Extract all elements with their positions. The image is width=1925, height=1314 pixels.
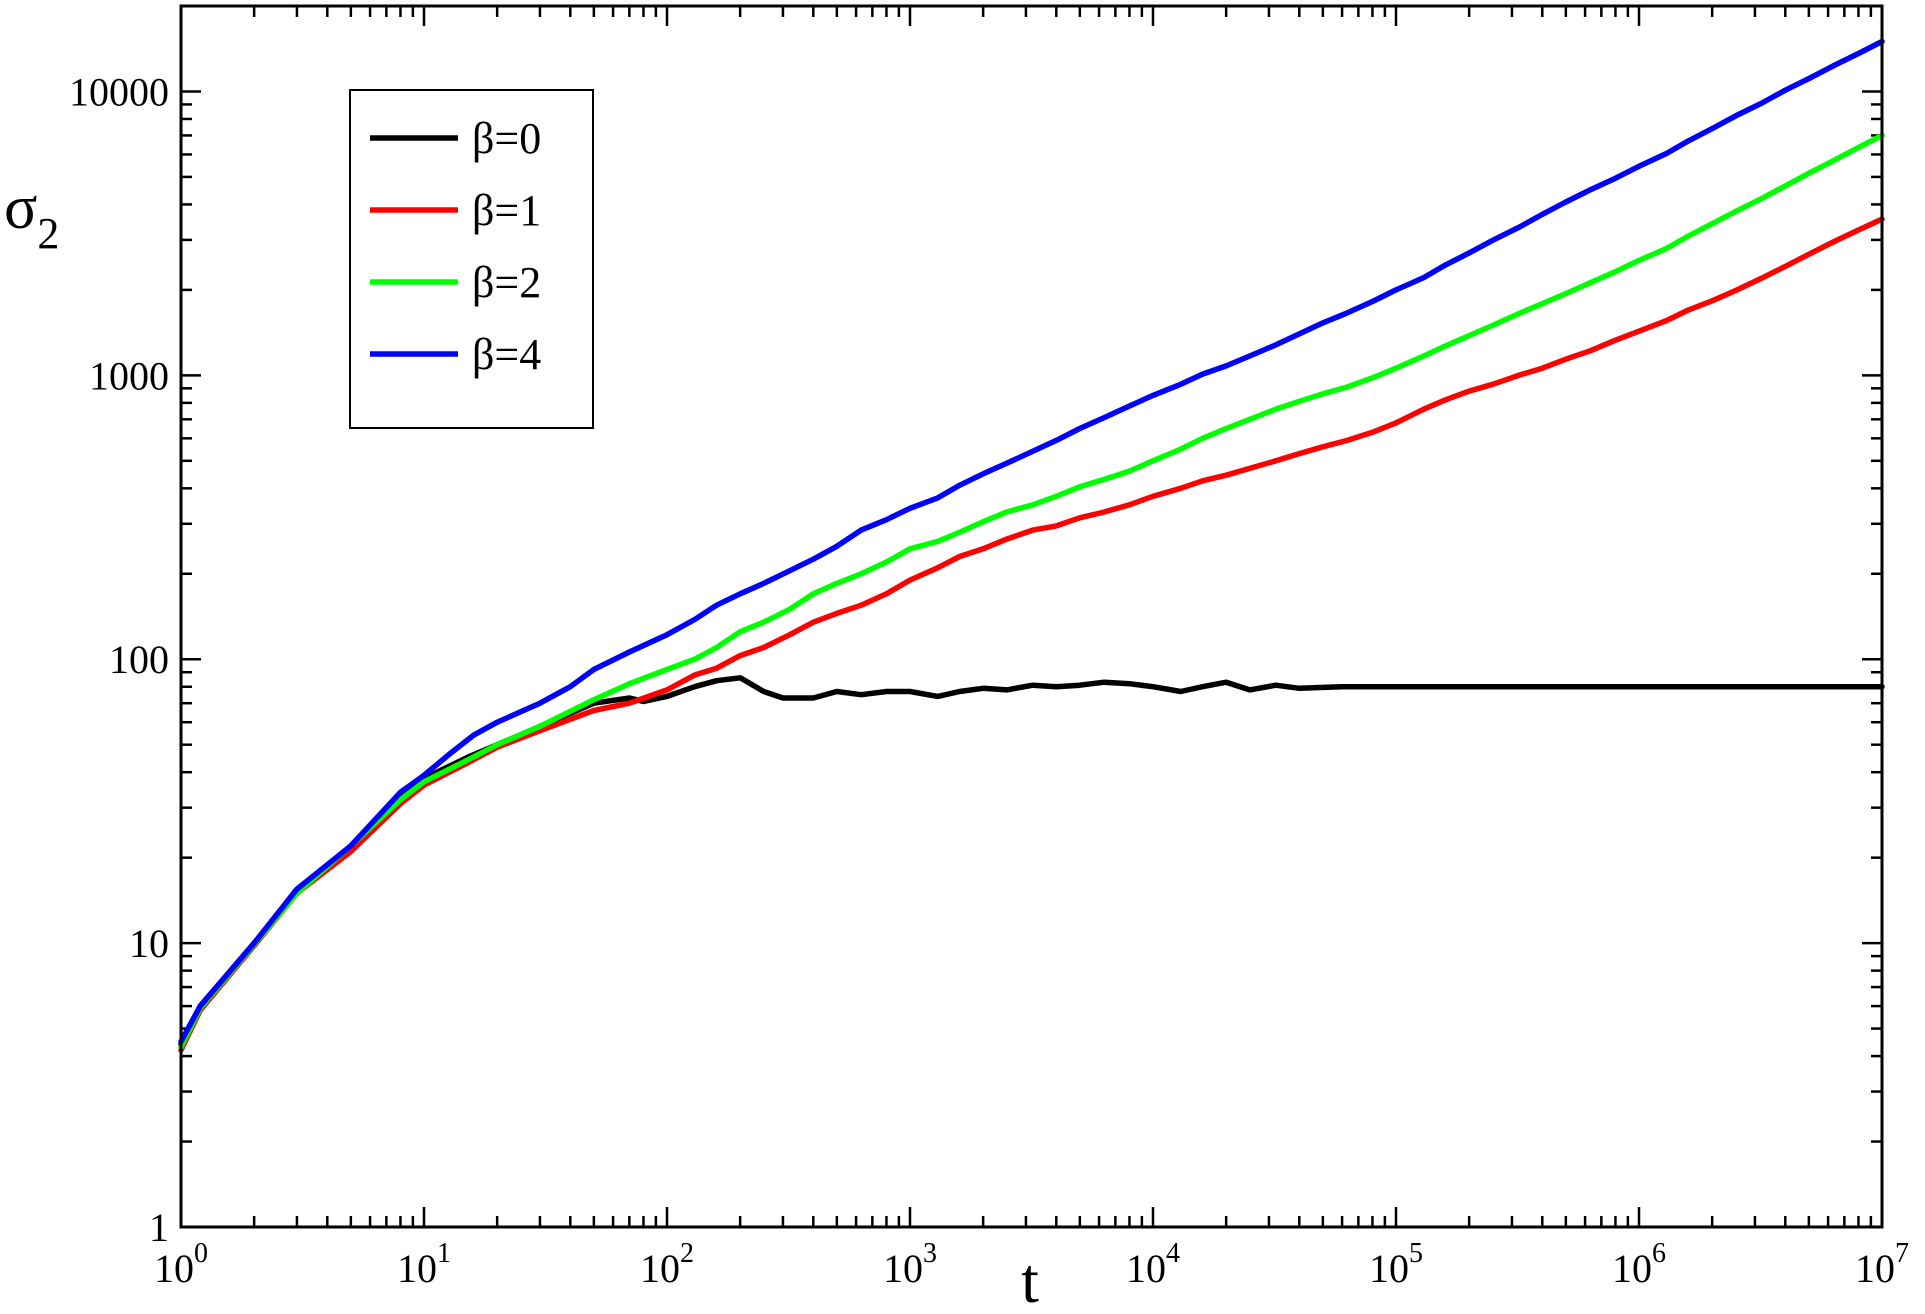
legend-label-1: β=1 <box>472 186 541 235</box>
series-line-0 <box>178 675 1885 1048</box>
x-tick-label: 107 <box>1855 1238 1909 1291</box>
series-line-2 <box>178 132 1885 1050</box>
axis-ticks <box>179 4 1884 1229</box>
tick-labels: 100 101 102 103 104 105 106 107 1 10 100 1000 10000 <box>69 69 1909 1291</box>
y-tick-label: 1 <box>149 1205 169 1250</box>
y-tick-label: 1000 <box>89 353 169 398</box>
legend: β=0 β=1 β=2 β=4 <box>349 89 594 429</box>
legend-label-2: β=2 <box>472 258 541 307</box>
legend-box <box>349 89 594 429</box>
legend-label-0: β=0 <box>472 114 541 163</box>
series-line-1 <box>178 216 1885 1053</box>
plot-frame <box>179 4 1884 1229</box>
plot-series <box>178 38 1885 1053</box>
y-tick-label: 10 <box>129 921 169 966</box>
x-axis-title: t <box>1021 1245 1039 1314</box>
x-tick-label: 105 <box>1369 1238 1423 1291</box>
y-axis-subscript: 2 <box>37 209 59 258</box>
y-tick-label: 100 <box>109 637 169 682</box>
x-tick-label: 101 <box>397 1238 451 1291</box>
x-tick-label: 103 <box>883 1238 937 1291</box>
x-tick-label: 102 <box>640 1238 694 1291</box>
x-tick-label: 104 <box>1126 1238 1180 1291</box>
x-tick-label: 100 <box>154 1238 208 1291</box>
series-line-3 <box>178 38 1885 1045</box>
y-axis-symbol: σ <box>4 174 37 242</box>
legend-label-3: β=4 <box>472 330 541 379</box>
y-tick-label: 10000 <box>69 69 169 114</box>
y-axis-title: σ2 <box>4 174 59 258</box>
x-tick-label: 106 <box>1612 1238 1666 1291</box>
